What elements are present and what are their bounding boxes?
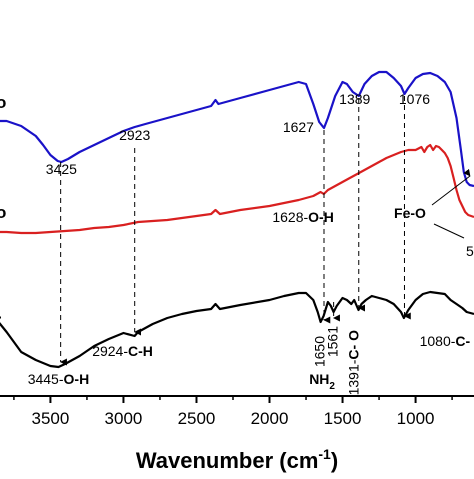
annotation-value: 1627 [283,119,314,135]
annotation-group: C- C [455,333,474,349]
peak-annotation: 1080-C- C [420,333,474,349]
peak-annotation: 1389 [339,91,370,107]
peak-annotation: 1076 [399,91,430,107]
x-tick-label: 1000 [397,409,435,428]
annotation-value: 3425 [46,161,77,177]
annotation-value: 3445- [28,371,64,387]
annotation-value: 2924- [92,343,128,359]
feo-label: Fe-O [394,205,426,221]
peak-annotation-rotated: 1561 [325,326,341,357]
annotation-value: 1076 [399,91,430,107]
annotation-value: 1391- [345,359,361,395]
annotation-group: O-H [308,209,334,225]
peak-annotation: 3425 [46,161,77,177]
annotation-group: C-H [128,343,153,359]
x-axis: 3500 3000 2500 2000 1500 1000 [0,395,474,428]
annotation-value: 1389 [339,91,370,107]
feo-arrow-bottom [433,223,465,239]
peak-annotation-rotated: 1650 [312,336,328,367]
nh2-sub: 2 [329,381,335,392]
x-tick-label: 2500 [178,409,216,428]
x-axis-label: Wavenumber (cm-1) [136,446,338,473]
x-tick-label: 2000 [251,409,289,428]
spectrum-line-2 [0,143,474,235]
annotation-value: 2923 [119,127,150,143]
annotation-value: 1080- [420,333,456,349]
spectrum-line-1 [0,70,474,188]
annotation-value: 1628- [272,209,308,225]
series-edge-label: o [0,203,6,222]
x-tick-label: 3000 [105,409,143,428]
feo-arrow-top [431,168,471,206]
nh2-label: NH2 [309,371,335,392]
x-axis-label-sup: -1 [318,446,331,462]
peak-annotation: 1627 [283,119,314,135]
series-layer: o o - [0,70,474,369]
nh2-main: NH [309,371,329,387]
series-edge-label: o [0,93,6,112]
peak-annotation: 1628-O-H [272,209,333,225]
guide-layer [59,96,411,366]
peak-annotation: 2924-C-H [92,343,153,359]
feo-partial-value: 5 [466,243,474,259]
spectrum-line-3 [0,290,474,369]
peak-annotation: 3445-O-H [28,371,89,387]
annotation-group: O-H [64,371,90,387]
annotation-group: C- O [345,330,361,360]
series-edge-label: - [0,307,2,326]
peak-annotation: 1391-C- O [345,330,361,395]
x-axis-label-tail: ) [331,448,338,473]
peak-annotation: 2923 [119,127,150,143]
x-tick-label: 3500 [32,409,70,428]
x-tick-label: 1500 [324,409,362,428]
x-axis-label-main: Wavenumber (cm [136,448,319,473]
